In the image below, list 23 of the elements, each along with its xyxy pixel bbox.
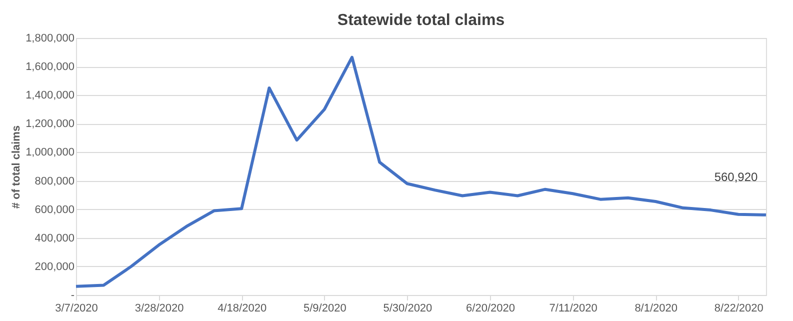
- x-tick-label: 5/30/2020: [383, 302, 432, 314]
- x-tick-label: 3/28/2020: [134, 302, 184, 314]
- y-tick-label: 600,000: [34, 204, 74, 216]
- x-tick-label: 5/9/2020: [303, 302, 346, 314]
- y-tick-label: 1,600,000: [26, 61, 74, 74]
- y-axis-title: # of total claims: [10, 125, 23, 209]
- chart-title: Statewide total claims: [337, 12, 505, 29]
- x-tick-label: 7/11/2020: [549, 302, 598, 314]
- y-tick-label: -: [70, 290, 75, 302]
- y-tick-label: 200,000: [34, 260, 74, 273]
- y-tick-label: 1,400,000: [26, 90, 74, 102]
- y-tick-label: 1,200,000: [26, 118, 74, 130]
- line-series: [74, 56, 768, 288]
- y-tick-label: 1,800,000: [26, 32, 74, 44]
- y-tick-label: 400,000: [34, 232, 74, 244]
- x-tick-label: 8/1/2020: [634, 302, 678, 314]
- x-tick-label: 8/22/2020: [714, 302, 764, 314]
- x-tick-label: 3/7/2020: [55, 302, 98, 314]
- data-label: 560,920: [714, 170, 758, 184]
- y-tick-label: 800,000: [34, 175, 74, 188]
- x-tick-label: 4/18/2020: [218, 302, 267, 314]
- y-tick-label: 1,000,000: [26, 146, 74, 159]
- x-tick-label: 6/20/2020: [466, 302, 515, 314]
